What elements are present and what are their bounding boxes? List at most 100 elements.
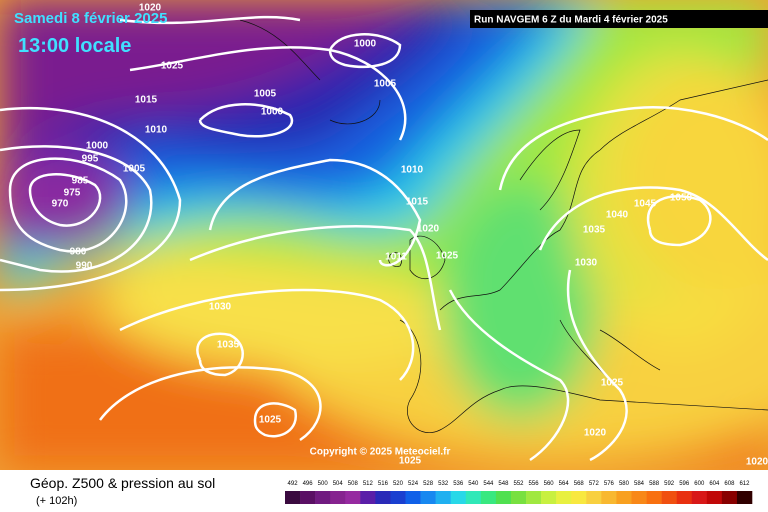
isobar-label: 970 xyxy=(52,199,69,210)
scale-swatch xyxy=(285,491,301,504)
isobar-label: 1011 xyxy=(385,252,407,263)
scale-swatch xyxy=(601,491,617,504)
scale-label: 580 xyxy=(619,481,630,487)
isobar-label: 1030 xyxy=(209,302,232,313)
scale-swatch xyxy=(691,491,708,504)
scale-swatch xyxy=(646,491,662,504)
scale-label: 588 xyxy=(649,481,660,487)
run-box xyxy=(470,10,768,28)
isobar-label: 1035 xyxy=(217,340,240,351)
scale-label: 532 xyxy=(438,481,449,487)
isobars xyxy=(0,15,768,462)
scale-label: 572 xyxy=(589,481,600,487)
forecast-time: 13:00 locale xyxy=(18,35,131,57)
isobar-label: 1020 xyxy=(584,428,607,439)
scale-swatch xyxy=(571,491,587,504)
scale-swatch xyxy=(315,491,331,504)
scale-swatch xyxy=(586,491,602,504)
scale-swatch xyxy=(526,491,542,504)
scale-swatch xyxy=(541,491,557,504)
scale-label: 584 xyxy=(634,481,645,487)
scale-swatch xyxy=(345,491,361,504)
run-info: Run NAVGEM 6 Z du Mardi 4 février 2025 xyxy=(474,15,668,26)
isobar-label: 1000 xyxy=(261,107,284,118)
scale-swatch xyxy=(405,491,421,504)
scale-label: 504 xyxy=(333,481,344,487)
isobar-label: 1005 xyxy=(123,164,146,175)
isobar-label: 1025 xyxy=(161,61,184,72)
scale-label: 540 xyxy=(468,481,479,487)
isobar-label: 1025 xyxy=(259,415,282,426)
isobar-label: 980 xyxy=(70,247,87,258)
scale-swatch xyxy=(721,491,738,504)
isobar-label: 1015 xyxy=(135,95,158,106)
isobar-label: 1005 xyxy=(254,89,277,100)
footer-subtitle: (+ 102h) xyxy=(36,495,77,507)
isobar-label: 1010 xyxy=(145,125,168,136)
isobar-label: 1020 xyxy=(746,457,768,468)
isobar-label: 1020 xyxy=(417,224,440,235)
scale-label: 608 xyxy=(724,481,735,487)
scale-label: 500 xyxy=(318,481,329,487)
scale-label: 564 xyxy=(559,481,570,487)
isobar-label: 1050 xyxy=(670,193,693,204)
isobar-label: 1035 xyxy=(583,225,606,236)
scale-swatch xyxy=(480,491,497,504)
scale-label: 520 xyxy=(393,481,404,487)
isobar-label: 1000 xyxy=(86,141,109,152)
scale-swatch xyxy=(450,491,467,504)
scale-swatch xyxy=(495,491,512,504)
scale-label: 552 xyxy=(513,481,524,487)
scale-swatch xyxy=(435,491,452,504)
scale-label: 560 xyxy=(544,481,555,487)
footer-title: Géop. Z500 & pression au sol xyxy=(30,475,215,491)
scale-label: 548 xyxy=(498,481,509,487)
scale-swatch xyxy=(706,491,723,504)
isobar-label: 975 xyxy=(64,188,81,199)
scale-label: 568 xyxy=(574,481,585,487)
isobar-label: 1030 xyxy=(575,258,598,269)
scale-label: 492 xyxy=(288,481,299,487)
isobar-label: 985 xyxy=(72,176,89,187)
scale-swatch xyxy=(736,491,753,504)
isobar-label: 1040 xyxy=(606,210,629,221)
scale-swatch xyxy=(510,491,527,504)
scale-label: 592 xyxy=(664,481,675,487)
isobar-label: 1025 xyxy=(436,251,459,262)
isobar-label: 1005 xyxy=(374,79,397,90)
copyright: Copyright © 2025 Meteociel.fr xyxy=(310,447,451,458)
scale-swatch xyxy=(390,491,406,504)
scale-swatch xyxy=(375,491,391,504)
color-scale: 492 496 500 504 508 512 516 520 524 528 532 536 540 5… xyxy=(285,481,753,504)
isobar-label: 1000 xyxy=(354,39,377,50)
isobar-label: 995 xyxy=(82,154,99,165)
scale-swatch xyxy=(556,491,572,504)
scale-swatch xyxy=(360,491,376,504)
scale-label: 512 xyxy=(363,481,374,487)
isobar-label: 1015 xyxy=(406,197,429,208)
scale-label: 612 xyxy=(739,481,750,487)
scale-label: 508 xyxy=(348,481,359,487)
scale-label: 536 xyxy=(453,481,464,487)
scale-swatch xyxy=(631,491,647,504)
isobar-label: 1020 xyxy=(139,3,162,14)
scale-swatch xyxy=(676,491,693,504)
scale-label: 516 xyxy=(378,481,389,487)
scale-label: 496 xyxy=(303,481,314,487)
scale-swatch xyxy=(300,491,316,504)
scale-label: 556 xyxy=(529,481,540,487)
scale-swatch xyxy=(661,491,677,504)
forecast-date: Samedi 8 février 2025 xyxy=(14,10,167,27)
isobar-label: 1010 xyxy=(401,165,424,176)
isobar-label: 1025 xyxy=(399,456,422,467)
isobar-label: 1045 xyxy=(634,199,657,210)
isobar-label: 1025 xyxy=(601,378,624,389)
scale-label: 576 xyxy=(604,481,615,487)
scale-swatch xyxy=(330,491,346,504)
scale-swatch xyxy=(465,491,482,504)
scale-label: 596 xyxy=(679,481,690,487)
scale-label: 604 xyxy=(709,481,720,487)
isobar-label: 990 xyxy=(76,261,93,272)
